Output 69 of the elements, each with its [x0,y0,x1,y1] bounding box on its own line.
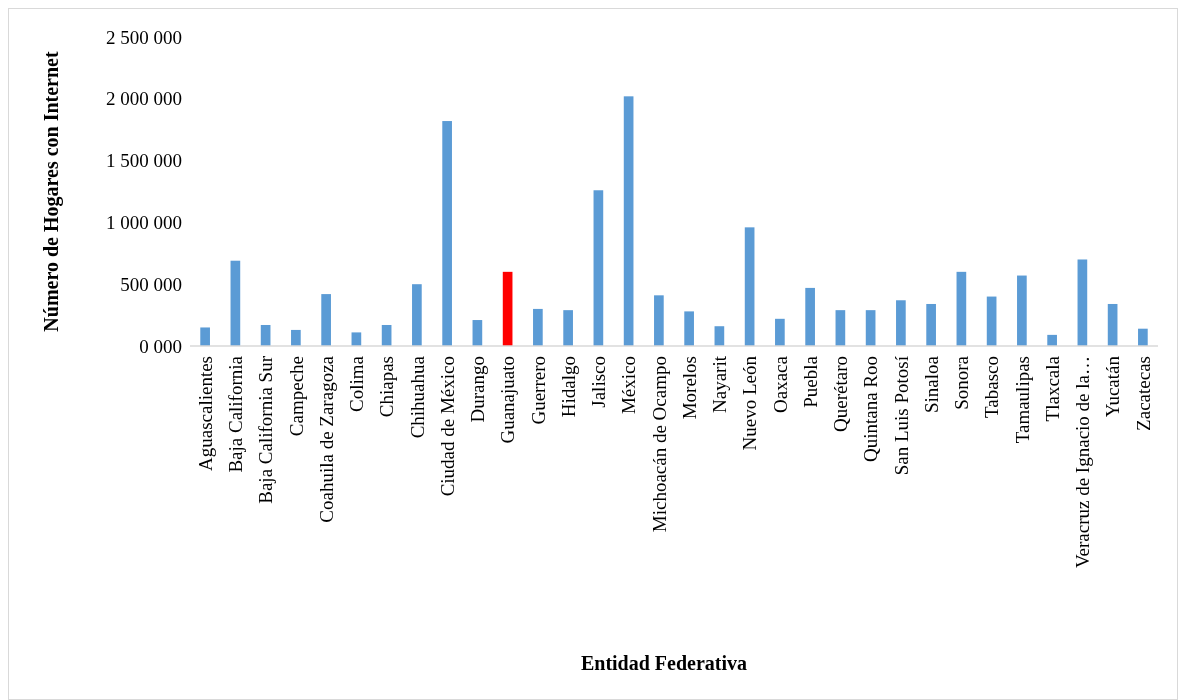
x-tick-label: Morelos [678,356,700,420]
bar [744,227,755,346]
bar [956,271,967,346]
x-tick-label: Querétaro [830,356,852,432]
x-tick-label: San Luis Potosí [890,355,912,476]
x-tick-label: Guerrero [527,356,549,425]
x-tick-label: México [618,356,640,415]
x-tick-label: Sinaloa [920,355,942,413]
bar [865,310,876,346]
x-tick-label: Nuevo León [739,355,761,451]
y-tick-label: 0 000 [139,335,182,357]
bar [926,303,936,346]
x-tick-label: Hidalgo [557,356,579,418]
bar [835,310,846,346]
x-tick-label: Tlaxcala [1041,355,1063,422]
bar [533,308,543,346]
x-tick-label: Quintana Roo [860,356,882,463]
bar [1107,303,1118,346]
bar [291,329,301,346]
bar [714,326,725,346]
bar [442,121,452,346]
x-tick-label: Campeche [285,356,307,437]
x-tick-label: Chiapas [376,356,398,418]
x-tick-label: Baja California Sur [255,355,277,504]
bar [502,271,513,346]
bar [896,300,906,346]
x-tick-label: Baja California [225,355,247,473]
x-tick-label: Jalisco [588,356,610,408]
y-tick-label: 1 500 000 [106,150,182,172]
bar [1138,328,1148,346]
bar [1017,275,1027,346]
x-tick-label: Colima [346,355,368,412]
x-tick-label: Michoacán de Ocampo [648,356,670,533]
bar [412,284,422,346]
bar [1077,259,1088,346]
x-tick-label: Tabasco [981,356,1003,418]
bar [563,310,573,346]
y-tick-label: 2 000 000 [106,88,182,110]
y-tick-label: 500 000 [120,273,182,295]
x-tick-label: Sonora [951,355,973,410]
bar [684,311,694,346]
x-tick-label: Zacatecas [1132,356,1154,431]
bar [321,294,331,346]
y-tick-label: 2 500 000 [106,26,182,48]
bar [472,320,483,346]
bar [593,190,604,346]
bar [1047,334,1057,346]
y-tick-label: 1 000 000 [106,212,182,234]
x-tick-label: Nayarit [709,355,731,413]
x-tick-label: Guanajuato [497,356,519,444]
x-tick-label: Yucatán [1102,355,1124,418]
x-tick-label: Veracruz de Ignacio de la… [1072,356,1094,569]
bar [805,287,815,346]
bar [230,260,241,346]
x-tick-label: Coahuila de Zaragoza [315,355,337,523]
x-tick-label: Oaxaca [769,355,791,413]
x-tick-label: Puebla [799,355,821,408]
bar [775,318,785,346]
x-tick-label: Ciudad de México [436,356,458,497]
x-tick-label: Durango [467,356,489,423]
bar [623,96,634,346]
x-tick-label: Chihuahua [406,355,428,439]
x-tick-label: Aguascalientes [194,356,216,472]
y-axis-title: Número de Hogares con Internet [40,51,63,332]
x-tick-label: Tamaulipas [1011,356,1033,444]
bar [654,295,664,346]
x-axis-title: Entidad Federativa [580,652,748,674]
bar [986,296,997,346]
bar [200,327,210,346]
